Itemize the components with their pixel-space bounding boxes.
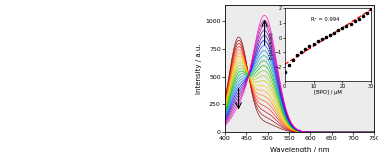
Y-axis label: Intensity / a.u.: Intensity / a.u. bbox=[197, 43, 203, 94]
X-axis label: Wavelength / nm: Wavelength / nm bbox=[270, 147, 329, 152]
